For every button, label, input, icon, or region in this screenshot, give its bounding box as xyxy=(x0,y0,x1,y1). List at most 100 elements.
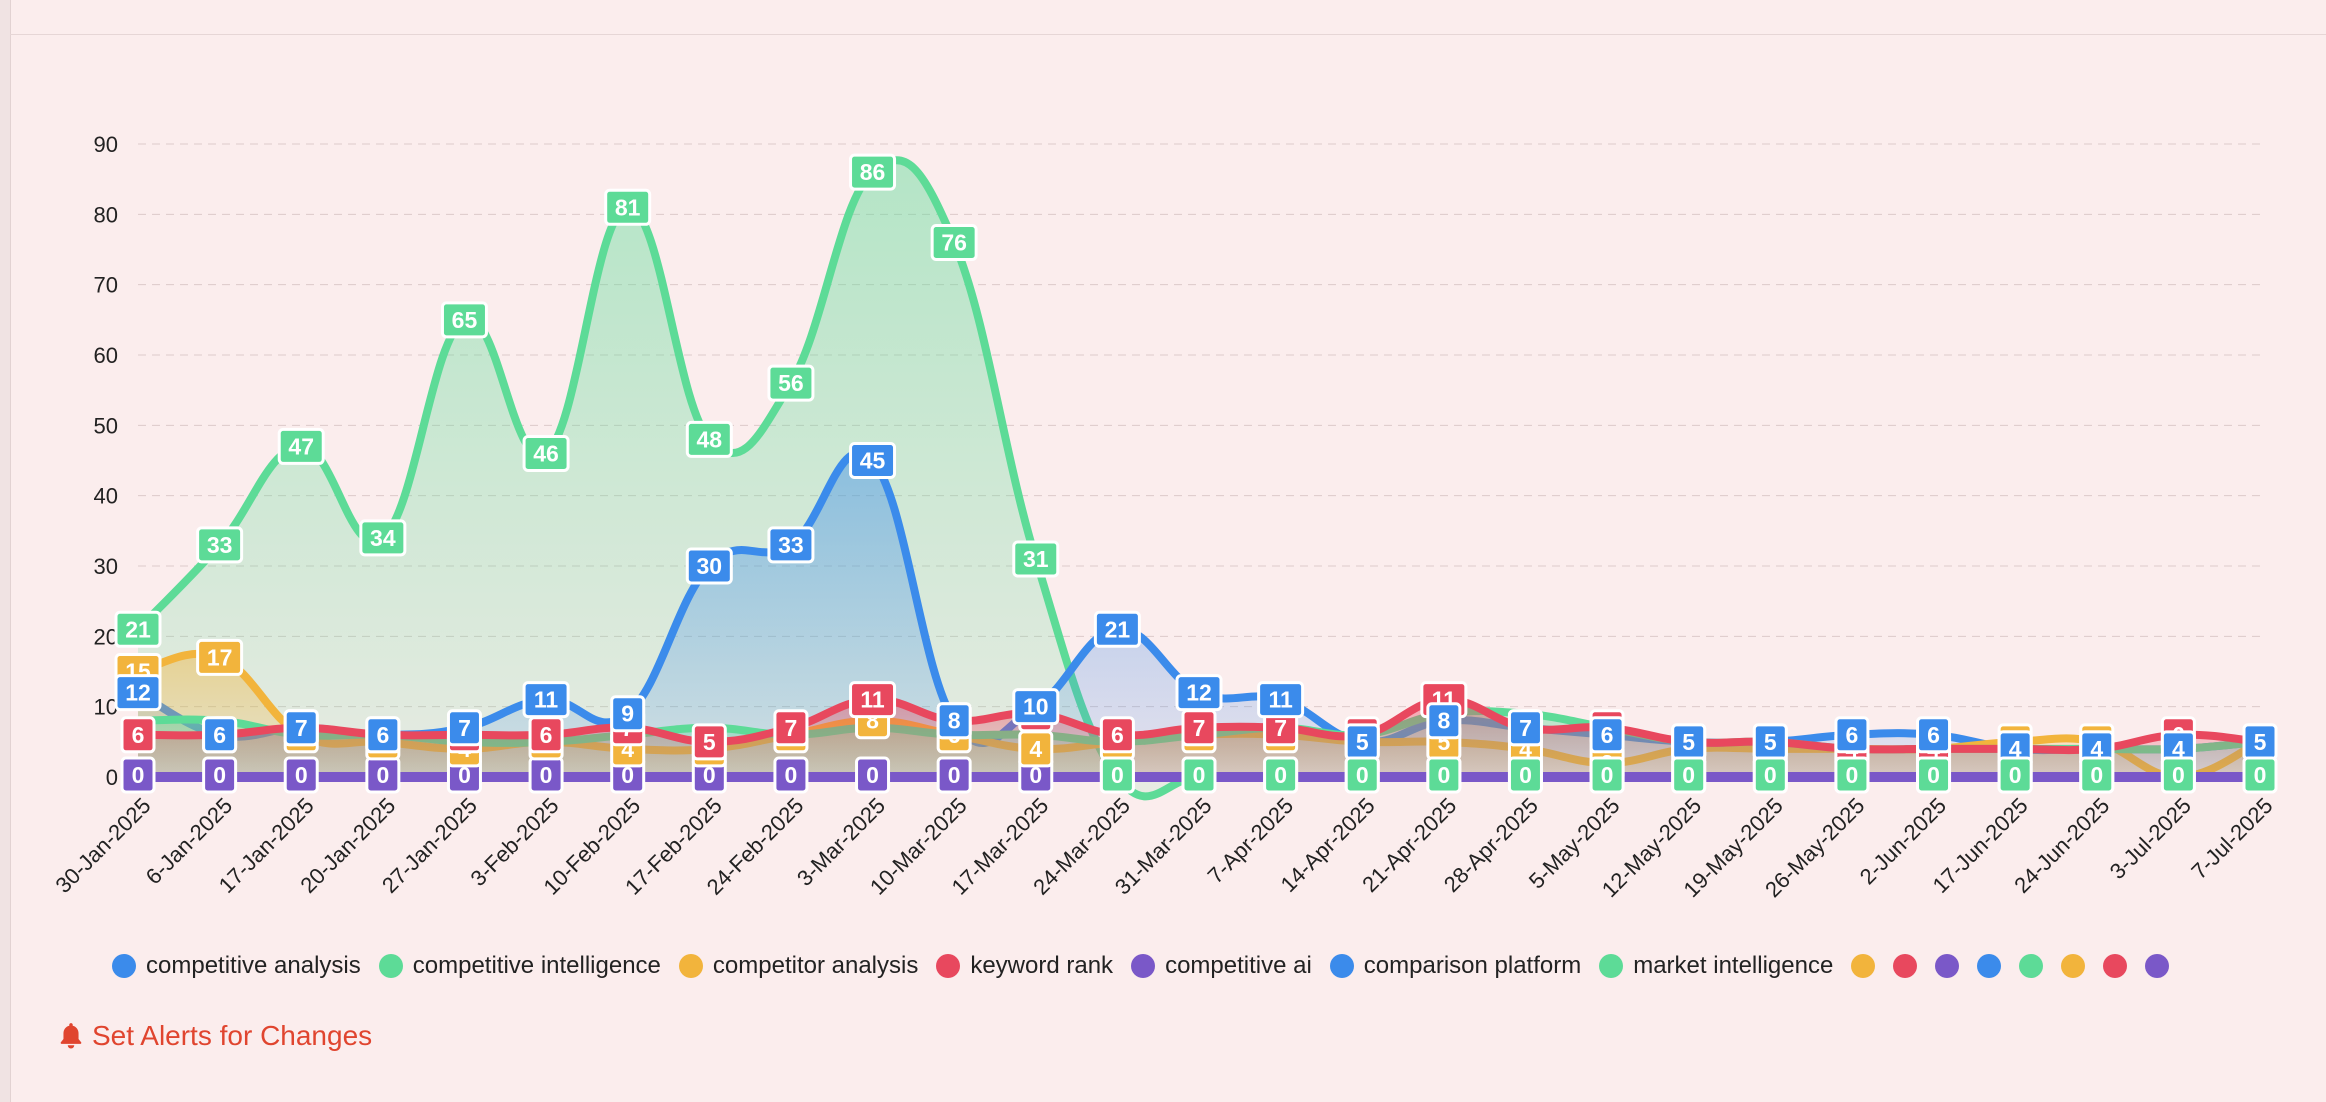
data-label: 56 xyxy=(778,370,804,396)
data-label-bg xyxy=(283,756,319,794)
data-label: 0 xyxy=(948,762,961,788)
data-label-bg xyxy=(365,716,401,754)
legend-item[interactable]: competitor analysis xyxy=(678,952,918,980)
data-label-bg xyxy=(1181,756,1217,794)
y-tick-label: 10 xyxy=(94,695,118,720)
data-label: 0 xyxy=(1846,762,1859,788)
x-tick-label: 3-Jul-2025 xyxy=(2105,793,2196,884)
legend-item-unlabeled[interactable] xyxy=(2061,954,2086,978)
data-label-bg xyxy=(440,301,488,339)
legend-item-unlabeled[interactable] xyxy=(1893,954,1918,978)
data-label-bg xyxy=(767,526,815,564)
data-label: 30 xyxy=(697,553,723,579)
data-label-bg xyxy=(1507,756,1543,794)
data-label: 5 xyxy=(1682,729,1695,755)
legend-label: market intelligence xyxy=(1633,952,1834,979)
data-label: 0 xyxy=(376,762,389,788)
data-label: 33 xyxy=(778,532,804,558)
data-label-bg xyxy=(849,153,897,191)
data-label: 6 xyxy=(540,722,553,748)
data-label-bg xyxy=(1507,709,1543,747)
data-label: 48 xyxy=(697,426,723,452)
data-label: 4 xyxy=(2090,736,2103,762)
data-label: 7 xyxy=(1274,715,1287,741)
data-label-bg xyxy=(120,756,156,794)
data-label: 45 xyxy=(860,448,886,474)
chart-legend: competitive analysis competitive intellig… xyxy=(112,950,2170,982)
data-label: 0 xyxy=(2009,762,2022,788)
legend-item-unlabeled[interactable] xyxy=(1935,954,1960,978)
data-label-bg xyxy=(1012,540,1060,578)
data-label: 47 xyxy=(288,433,314,459)
legend-item-unlabeled[interactable] xyxy=(2103,954,2128,978)
legend-item[interactable]: competitive intelligence xyxy=(378,952,661,980)
data-label: 12 xyxy=(1186,680,1212,706)
data-label-bg xyxy=(446,709,482,747)
legend-item[interactable]: keyword rank xyxy=(936,952,1113,980)
data-label: 0 xyxy=(295,762,308,788)
legend-label: comparison platform xyxy=(1363,952,1582,979)
data-label-bg xyxy=(522,681,570,719)
legend-item-unlabeled[interactable] xyxy=(2019,954,2044,978)
legend-swatch xyxy=(1599,954,1624,978)
data-label: 4 xyxy=(2009,736,2022,762)
data-label: 0 xyxy=(866,762,879,788)
data-label-bg xyxy=(196,526,244,564)
data-label-bg xyxy=(1752,756,1788,794)
x-tick-label: 7-Jul-2025 xyxy=(2186,793,2277,884)
data-label-bg xyxy=(2160,756,2196,794)
data-label: 0 xyxy=(2254,762,2267,788)
legend-label: competitive analysis xyxy=(146,952,361,979)
legend-swatch xyxy=(678,954,703,978)
legend-item-unlabeled[interactable] xyxy=(1977,954,2002,978)
data-label: 0 xyxy=(1519,762,1532,788)
data-label: 5 xyxy=(1764,729,1777,755)
data-label: 0 xyxy=(1601,762,1614,788)
legend-label: keyword rank xyxy=(970,952,1114,979)
data-label: 33 xyxy=(207,532,233,558)
data-label: 0 xyxy=(1029,762,1042,788)
data-label: 0 xyxy=(621,762,634,788)
legend-swatch xyxy=(1893,954,1918,978)
x-tick-label: 30-Jan-2025 xyxy=(50,793,155,898)
data-label-bg xyxy=(1099,756,1135,794)
data-label: 6 xyxy=(1601,722,1614,748)
legend-swatch xyxy=(378,954,403,978)
data-label-bg xyxy=(685,547,733,585)
data-label-bg xyxy=(773,709,809,747)
data-label: 0 xyxy=(213,762,226,788)
data-label-bg xyxy=(277,427,325,465)
data-label: 0 xyxy=(2090,762,2103,788)
data-label-bg xyxy=(1257,681,1305,719)
data-label: 46 xyxy=(533,440,559,466)
data-label: 5 xyxy=(703,729,716,755)
data-label-bg xyxy=(1671,756,1707,794)
legend-item[interactable]: competitive ai xyxy=(1131,952,1312,980)
data-label: 6 xyxy=(1111,722,1124,748)
data-label: 6 xyxy=(132,722,145,748)
data-label: 8 xyxy=(948,708,961,734)
data-label-bg xyxy=(1916,756,1952,794)
data-label: 4 xyxy=(1029,736,1042,762)
data-label: 11 xyxy=(860,687,885,713)
data-label-bg xyxy=(202,756,238,794)
legend-item-unlabeled[interactable] xyxy=(1851,954,1876,978)
data-label: 0 xyxy=(785,762,798,788)
data-label-bg xyxy=(855,756,891,794)
legend-item[interactable]: competitive analysis xyxy=(112,952,361,980)
data-label-bg xyxy=(1012,688,1060,726)
data-label-bg xyxy=(1589,756,1625,794)
data-label-bg xyxy=(773,756,809,794)
legend-item-unlabeled[interactable] xyxy=(2145,954,2170,978)
bell-icon xyxy=(60,1023,82,1049)
legend-swatch xyxy=(1131,954,1156,978)
data-label-bg xyxy=(1834,716,1870,754)
legend-swatch xyxy=(2103,954,2128,978)
set-alerts-link[interactable]: Set Alerts for Changes xyxy=(58,1020,372,1052)
set-alerts-label: Set Alerts for Changes xyxy=(92,1020,373,1051)
legend-item[interactable]: market intelligence xyxy=(1599,952,1833,980)
data-label: 76 xyxy=(941,229,967,255)
data-label: 7 xyxy=(1519,715,1532,741)
legend-item[interactable]: comparison platform xyxy=(1329,952,1582,980)
data-label: 11 xyxy=(1268,687,1293,713)
